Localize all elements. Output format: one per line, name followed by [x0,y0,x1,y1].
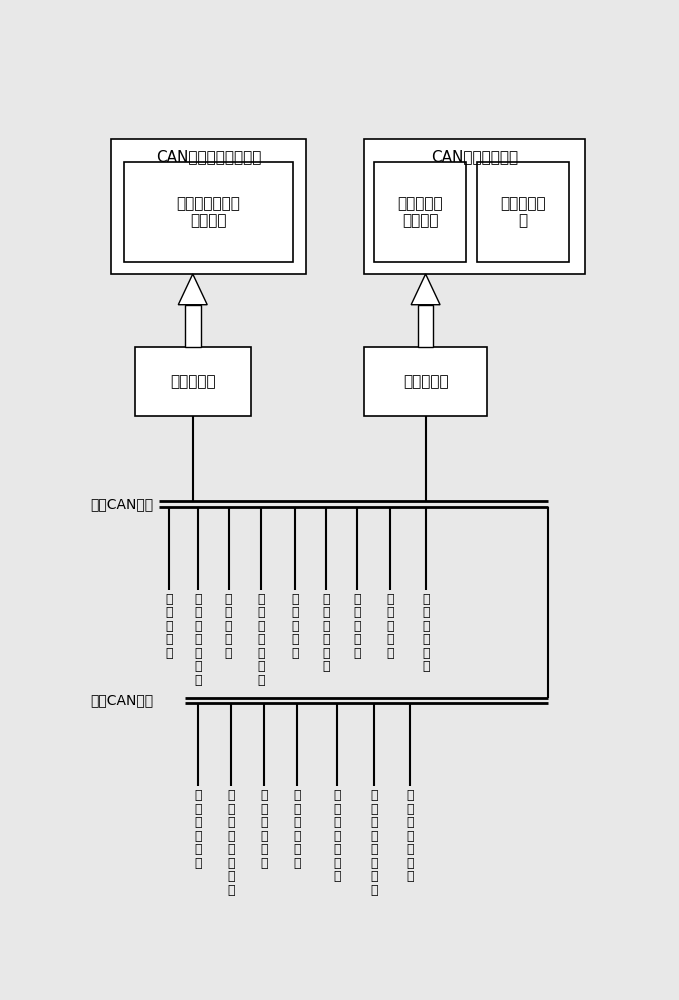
Bar [418,305,433,347]
Bar [364,139,585,274]
Text: 车
身
控
制
器: 车 身 控 制 器 [165,593,173,660]
Text: 转
向
助
力
控
制
器: 转 向 助 力 控 制 器 [406,789,414,883]
Bar [364,347,488,416]
Text: 动力CAN网络: 动力CAN网络 [90,693,153,707]
Polygon shape [179,274,207,305]
Text: 空
调
控
制
器: 空 调 控 制 器 [354,593,361,660]
Text: 电
子
转
向
锁
控
制
器: 电 子 转 向 锁 控 制 器 [371,789,378,897]
Text: 盲
区
监
测
控
制
器: 盲 区 监 测 控 制 器 [257,593,265,687]
Text: 网关控制器: 网关控制器 [403,374,448,389]
Text: 气
囊
控
制
器: 气 囊 控 制 器 [291,593,299,660]
Text: 接收并显示总线
故障信息: 接收并显示总线 故障信息 [177,196,240,229]
Text: 无
钥
匙
启
动
控
制
器: 无 钥 匙 启 动 控 制 器 [227,789,235,897]
Bar [185,305,201,347]
Bar [124,162,293,262]
Text: 发
动
机
控
制
器: 发 动 机 控 制 器 [194,789,202,870]
Polygon shape [411,274,440,305]
Text: 记录故障信
息: 记录故障信 息 [500,196,546,229]
Text: 车身CAN网络: 车身CAN网络 [90,497,153,511]
Text: 起
动
机
控
制
器: 起 动 机 控 制 器 [293,789,301,870]
Text: 稳
定
系
统
控
制
器: 稳 定 系 统 控 制 器 [333,789,342,883]
Bar [111,139,306,274]
Text: 座
椅
控
制
器: 座 椅 控 制 器 [225,593,232,660]
Text: CAN网络监控单元: CAN网络监控单元 [430,149,518,164]
Text: CAN网络故障显示单元: CAN网络故障显示单元 [156,149,261,164]
Text: 倒
车
雷
达
控
制
器: 倒 车 雷 达 控 制 器 [194,593,202,687]
Text: 变
速
箱
控
制
器: 变 速 箱 控 制 器 [260,789,268,870]
Text: 胎
压
控
制
器: 胎 压 控 制 器 [386,593,394,660]
Bar [135,347,251,416]
Bar [477,162,569,262]
Text: 车
联
网
控
制
器: 车 联 网 控 制 器 [322,593,329,673]
Text: 监控控制器
网络状态: 监控控制器 网络状态 [397,196,443,229]
Bar [374,162,466,262]
Text: 仪表控制器: 仪表控制器 [170,374,215,389]
Text: 多
媒
体
控
制
器: 多 媒 体 控 制 器 [422,593,430,673]
